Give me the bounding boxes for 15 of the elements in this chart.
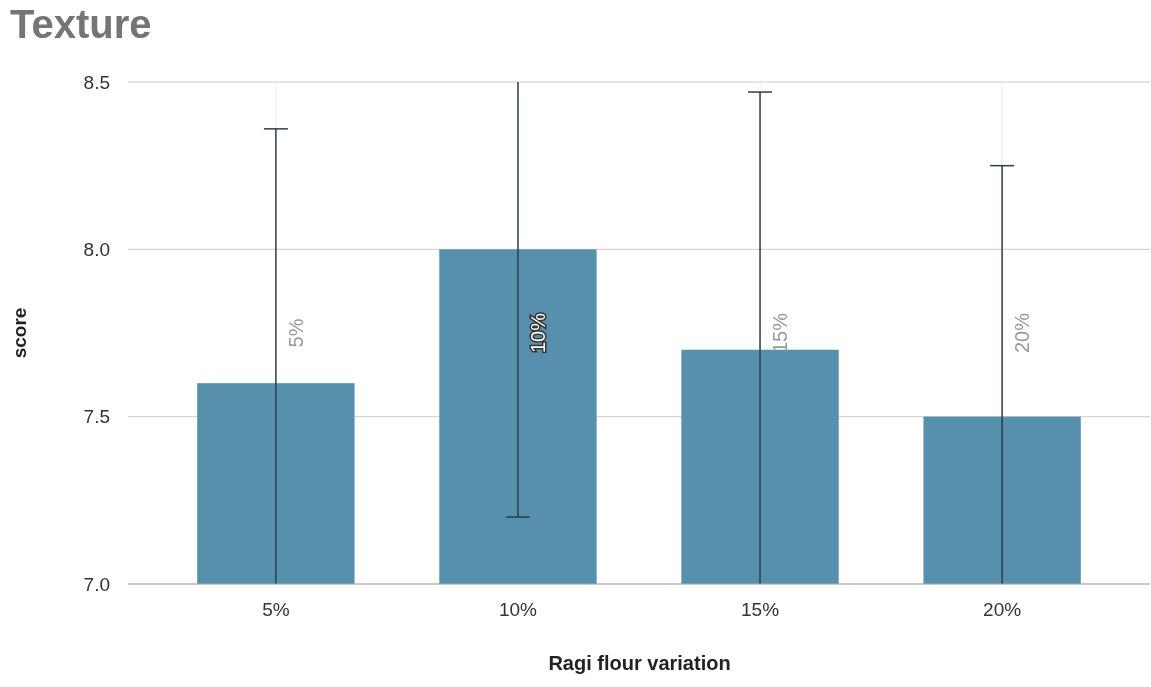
text: 15% (741, 599, 780, 620)
x-tick-label: 20% (1011, 312, 1034, 354)
y-tick-label: 7.5 (83, 406, 110, 428)
y-tick-label: 8.0 (83, 238, 110, 260)
y-axis-title: score (9, 307, 30, 359)
text: 5% (262, 599, 290, 620)
text: 10% (498, 599, 538, 620)
x-axis-title: Ragi flour variation (548, 652, 731, 674)
chart-title: Texture (10, 2, 152, 46)
y-tick-label: 8.5 (83, 71, 110, 93)
x-tick-label: 10% (526, 312, 549, 354)
text: 20% (983, 599, 1022, 620)
x-tick-label: 5% (284, 318, 307, 348)
x-tick-label: 15% (769, 312, 792, 354)
y-tick-label: 7.0 (83, 573, 110, 595)
